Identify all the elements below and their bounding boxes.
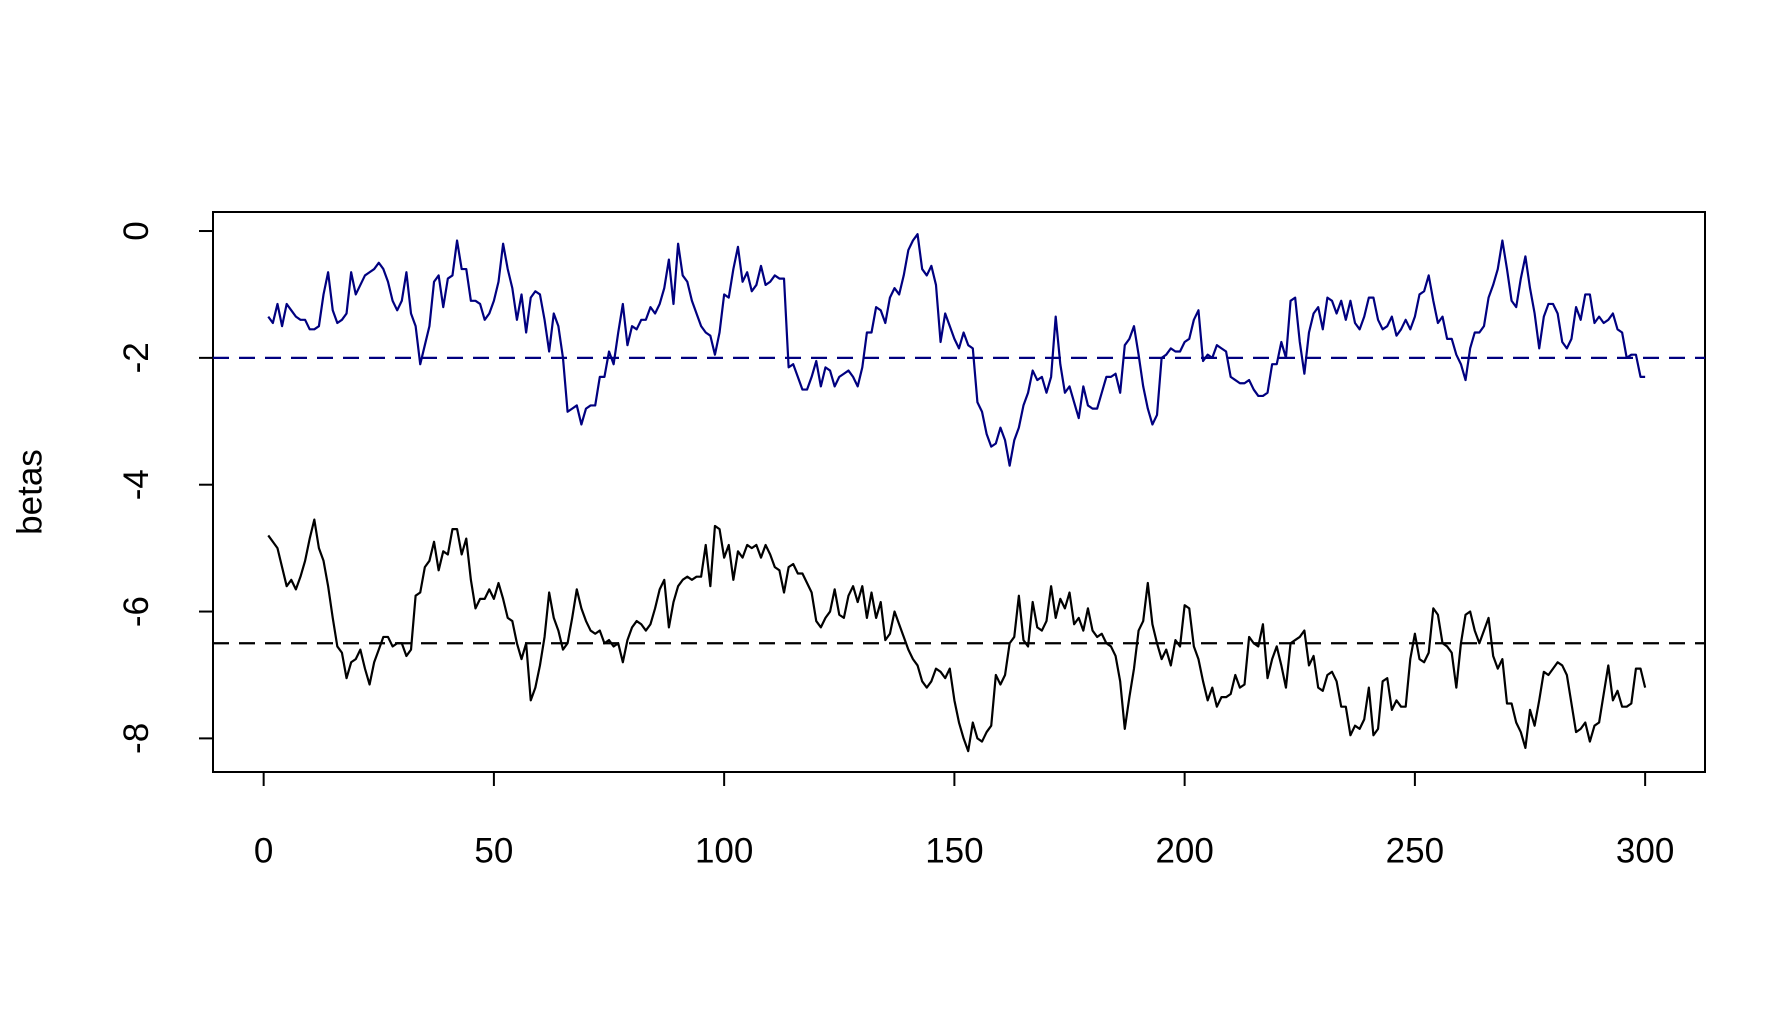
x-tick-label: 300: [1616, 831, 1674, 870]
x-tick-label: 0: [254, 831, 273, 870]
y-tick-label: -8: [117, 723, 156, 754]
y-axis-label: betas: [10, 449, 49, 535]
x-tick-label: 150: [925, 831, 983, 870]
series-line: [267, 518, 1647, 753]
plot-frame: [212, 211, 1706, 773]
x-tick-label: 50: [474, 831, 513, 870]
x-tick-label: 200: [1155, 831, 1213, 870]
y-tick-label: -2: [117, 342, 156, 373]
series-line: [267, 233, 1646, 467]
y-tick-label: 0: [117, 221, 156, 240]
x-tick-label: 100: [695, 831, 753, 870]
y-tick-label: -6: [117, 596, 156, 627]
x-tick-label: 250: [1386, 831, 1444, 870]
y-tick-label: -4: [117, 469, 156, 500]
